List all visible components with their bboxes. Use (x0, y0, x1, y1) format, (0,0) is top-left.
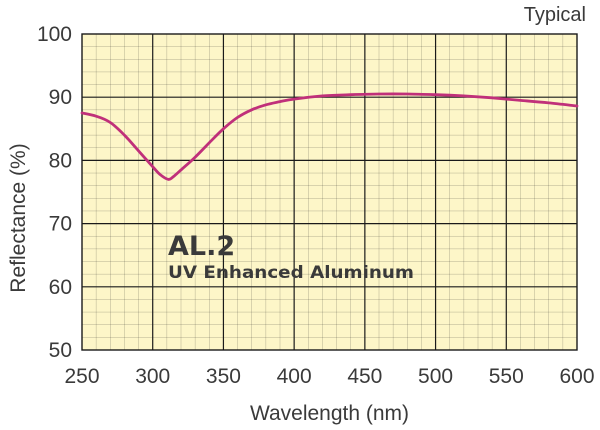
x-tick-label: 400 (277, 365, 312, 388)
x-tick-label: 300 (135, 365, 170, 388)
series-line-reflectance (80, 92, 579, 181)
plot-area (82, 34, 577, 350)
y-tick-labels: 50 60 70 80 90 100 (37, 23, 72, 362)
y-tick-label: 60 (49, 276, 72, 299)
x-tick-label: 550 (489, 365, 524, 388)
x-tick-labels: 250 300 350 400 450 500 550 600 (64, 365, 594, 388)
x-tick-label: 600 (559, 365, 594, 388)
annotation-subtitle: UV Enhanced Aluminum (168, 263, 414, 283)
y-tick-label: 70 (49, 213, 72, 236)
x-axis-title: Wavelength (nm) (250, 402, 409, 425)
minor-grid (82, 34, 577, 350)
x-tick-label: 500 (418, 365, 453, 388)
y-tick-label: 50 (49, 339, 72, 362)
x-tick-label: 450 (347, 365, 382, 388)
y-tick-label: 100 (37, 23, 72, 46)
typical-note: Typical (524, 4, 586, 26)
x-tick-label: 350 (206, 365, 241, 388)
major-grid (82, 34, 577, 350)
plot-frame (81, 33, 578, 351)
y-tick-label: 90 (49, 86, 72, 109)
y-tick-label: 80 (49, 149, 72, 172)
y-axis-title: Reflectance (%) (7, 143, 30, 292)
annotation-title: AL.2 (168, 231, 235, 262)
x-tick-label: 250 (64, 365, 99, 388)
